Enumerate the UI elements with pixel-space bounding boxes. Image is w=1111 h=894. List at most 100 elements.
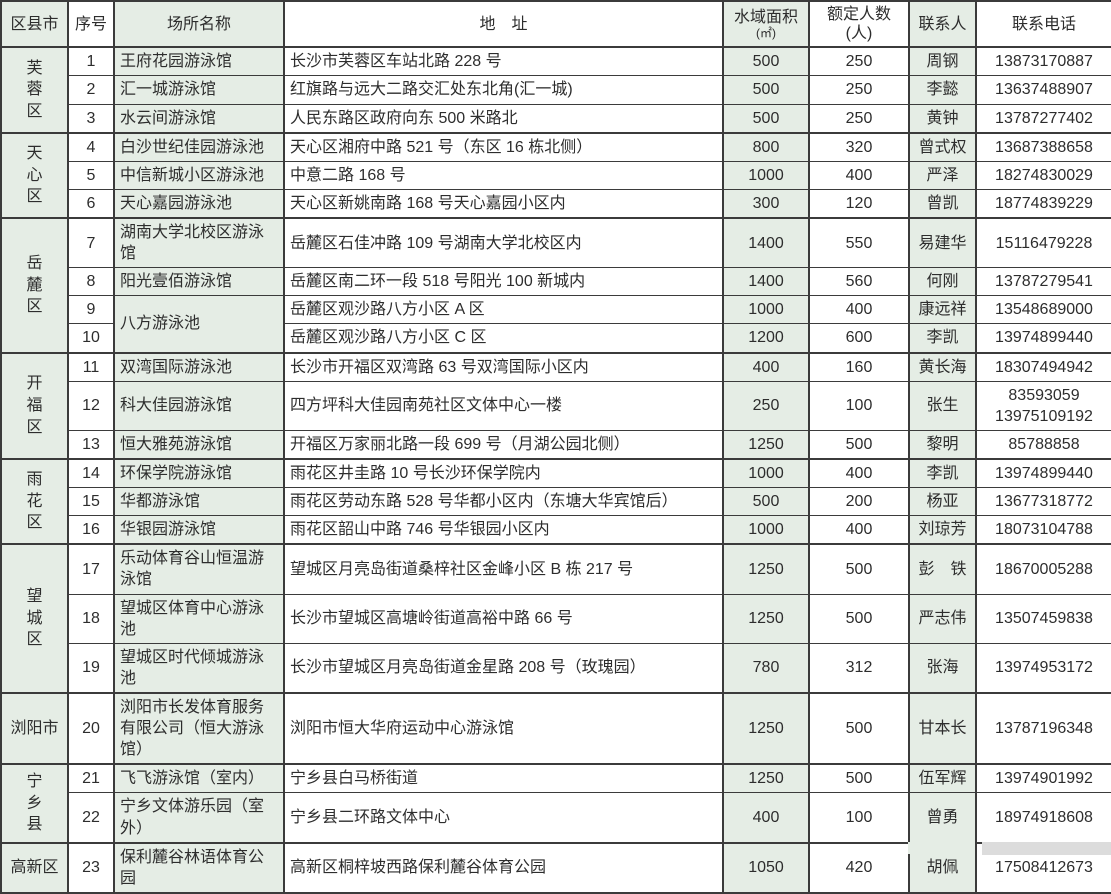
district-cell: 高新区 — [0, 841, 69, 894]
contact: 黄长海 — [908, 351, 977, 382]
phone: 13787277402 — [975, 103, 1111, 134]
venue-name: 水云间游泳馆 — [113, 103, 285, 134]
address: 开福区万家丽北路一段 699 号（月湖公园北侧） — [283, 429, 724, 460]
row-no: 8 — [67, 267, 115, 297]
district-cell: 芙蓉区 — [0, 46, 69, 134]
phone: 83593059 13975109192 — [975, 380, 1111, 431]
water-area: 500 — [722, 487, 810, 517]
contact: 曾式权 — [908, 131, 977, 162]
row-no: 7 — [67, 217, 115, 269]
header-capacity: 额定人数 (人) — [808, 0, 910, 49]
contact: 曾勇 — [908, 792, 977, 844]
address: 宁乡县二环路文体中心 — [283, 792, 724, 844]
capacity: 200 — [808, 487, 910, 517]
water-area: 1200 — [722, 323, 810, 354]
water-area: 1000 — [722, 160, 810, 190]
district-cell: 宁乡县 — [0, 763, 69, 844]
water-area: 300 — [722, 188, 810, 219]
water-area: 1250 — [722, 429, 810, 460]
district-label: 天心区 — [26, 144, 43, 206]
district-label: 岳麓区 — [26, 254, 43, 316]
table-row: 3 水云间游泳馆 人民东路区政府向东 500 米路北 500 250 黄钟 13787277… — [1, 103, 1111, 134]
row-no: 15 — [67, 487, 115, 517]
address: 雨花区劳动东路 528 号华都小区内（东塘大华宾馆后） — [283, 487, 724, 517]
phone: 18974918608 — [975, 792, 1111, 844]
address: 天心区湘府中路 521 号（东区 16 栋北侧） — [283, 131, 724, 162]
contact: 李懿 — [908, 75, 977, 105]
capacity: 560 — [808, 267, 910, 297]
row-no: 2 — [67, 75, 115, 105]
capacity: 160 — [808, 351, 910, 382]
water-area: 500 — [722, 46, 810, 77]
address: 高新区桐梓坡西路保利麓谷体育公园 — [283, 841, 724, 894]
row-no: 19 — [67, 642, 115, 694]
water-area: 1250 — [722, 593, 810, 644]
district-label: 望城区 — [26, 588, 43, 649]
address: 岳麓区观沙路八方小区 A 区 — [283, 295, 724, 325]
phone: 18774839229 — [975, 188, 1111, 219]
address: 天心区新姚南路 168 号天心嘉园小区内 — [283, 188, 724, 219]
row-no: 1 — [67, 46, 115, 77]
venue-name: 天心嘉园游泳池 — [113, 188, 285, 219]
district-cell: 望城区 — [0, 543, 69, 694]
water-area: 1250 — [722, 543, 810, 595]
address: 浏阳市恒大华府运动中心游泳馆 — [283, 691, 724, 765]
district-cell: 天心区 — [0, 131, 69, 219]
phone: 13687388658 — [975, 131, 1111, 162]
contact: 黄钟 — [908, 103, 977, 134]
contact: 何刚 — [908, 267, 977, 297]
venue-name: 华银园游泳馆 — [113, 515, 285, 545]
contact: 严志伟 — [908, 593, 977, 644]
address: 望城区月亮岛街道桑梓社区金峰小区 B 栋 217 号 — [283, 543, 724, 595]
capacity: 500 — [808, 763, 910, 794]
header-no: 序号 — [67, 0, 115, 49]
address: 岳麓区观沙路八方小区 C 区 — [283, 323, 724, 354]
address: 红旗路与远大二路交汇处东北角(汇一城) — [283, 75, 724, 105]
address: 岳麓区石佳冲路 109 号湖南大学北校区内 — [283, 217, 724, 269]
address: 长沙市开福区双湾路 63 号双湾国际小区内 — [283, 351, 724, 382]
capacity: 500 — [808, 593, 910, 644]
contact: 甘本长 — [908, 691, 977, 765]
header-area-unit: (㎡) — [756, 26, 776, 41]
contact: 张海 — [908, 642, 977, 694]
table-header: 区县市 序号 场所名称 地 址 水域面积 (㎡) 额定人数 (人) 联系人 联系… — [0, 0, 1111, 49]
table-row: 10 岳麓区观沙路八方小区 C 区 1200 600 李凯 13974899440 — [1, 323, 1111, 354]
address: 四方坪科大佳园南苑社区文体中心一楼 — [283, 380, 724, 431]
venue-name: 望城区时代倾城游泳池 — [113, 642, 285, 694]
table-row: 雨花区 14 环保学院游泳馆 雨花区井圭路 10 号长沙环保学院内 1000 400 李凯 1… — [0, 458, 1111, 545]
address: 宁乡县白马桥街道 — [283, 763, 724, 794]
table-row: 8 阳光壹佰游泳馆 岳麓区南二环一段 518 号阳光 100 新城内 1400 560 何… — [1, 267, 1111, 297]
phone: 18274830029 — [975, 160, 1111, 190]
district-label: 芙蓉区 — [26, 59, 43, 120]
row-no: 20 — [67, 691, 115, 765]
header-capacity-unit: (人) — [845, 25, 873, 43]
row-no: 6 — [67, 188, 115, 219]
water-area: 500 — [722, 103, 810, 134]
phone: 85788858 — [975, 429, 1111, 460]
address: 长沙市芙蓉区车站北路 228 号 — [283, 46, 724, 77]
venue-name: 白沙世纪佳园游泳池 — [113, 131, 285, 162]
table-row: 望城区 17 乐动体育谷山恒温游泳馆 望城区月亮岛街道桑梓社区金峰小区 B 栋 217… — [0, 543, 1111, 694]
capacity: 250 — [808, 103, 910, 134]
phone: 13974899440 — [975, 458, 1111, 489]
phone: 13873170887 — [975, 46, 1111, 77]
venue-name: 宁乡文体游乐园（室外） — [113, 792, 285, 844]
venue-name: 科大佳园游泳馆 — [113, 380, 285, 431]
table-row: 宁乡县 21 飞飞游泳馆（室内） 宁乡县白马桥街道 1250 500 伍军辉 13974901… — [0, 763, 1111, 844]
phone: 13974899440 — [975, 323, 1111, 354]
table-row: 18 望城区体育中心游泳池 长沙市望城区高塘岭街道高裕中路 66 号 1250 500 严… — [1, 593, 1111, 644]
water-area: 1250 — [722, 691, 810, 765]
contact: 曾凯 — [908, 188, 977, 219]
contact: 李凯 — [908, 323, 977, 354]
row-no: 17 — [67, 543, 115, 595]
district-label: 高新区 — [10, 859, 59, 877]
venue-name: 汇一城游泳馆 — [113, 75, 285, 105]
table-row: 浏阳市 20 浏阳市长发体育服务有限公司（恒大游泳馆） 浏阳市恒大华府运动中心游泳馆 1… — [0, 691, 1111, 765]
row-no: 10 — [67, 323, 115, 354]
water-area: 400 — [722, 792, 810, 844]
contact: 黎明 — [908, 429, 977, 460]
district-label: 宁乡县 — [26, 773, 43, 834]
water-area: 780 — [722, 642, 810, 694]
venue-name: 阳光壹佰游泳馆 — [113, 267, 285, 297]
